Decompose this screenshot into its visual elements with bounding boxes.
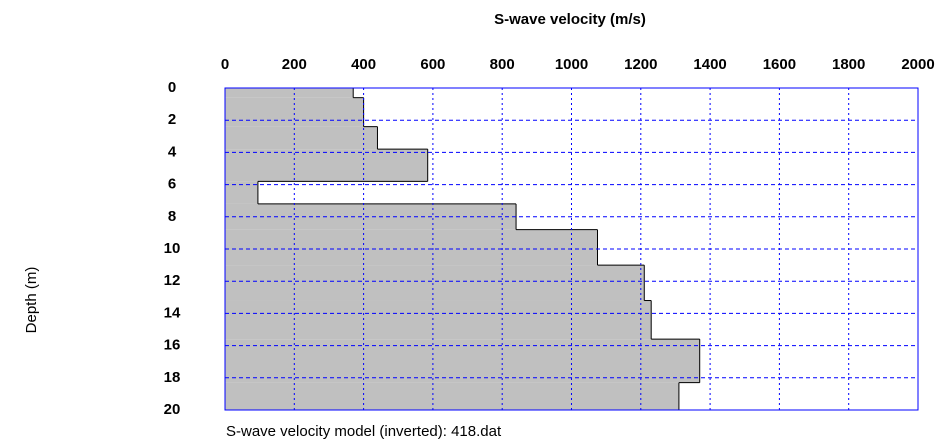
y-axis-label: Depth (m) (23, 267, 40, 334)
plot-frame (224, 87, 919, 411)
layer (225, 149, 428, 182)
y-tick-label: 14 (164, 304, 181, 321)
x-tick-label: 800 (490, 56, 515, 73)
layer (225, 203, 517, 230)
layer (225, 265, 645, 301)
layer (225, 382, 679, 410)
layer (225, 300, 652, 340)
x-tick-label: 1000 (555, 56, 588, 73)
y-tick-label: 2 (168, 111, 176, 128)
layer (225, 181, 258, 204)
x-tick-label: 1600 (763, 56, 796, 73)
y-tick-label: 6 (168, 176, 176, 193)
layer (225, 229, 598, 266)
y-tick-label: 0 (168, 79, 176, 96)
x-tick-label: 2000 (901, 56, 934, 73)
y-tick-label: 4 (168, 143, 177, 160)
x-tick-label: 1200 (624, 56, 657, 73)
x-tick-label: 600 (420, 56, 445, 73)
layer (225, 97, 364, 127)
y-tick-label: 20 (164, 401, 181, 418)
x-tick-label: 400 (351, 56, 376, 73)
x-tick-label: 0 (221, 56, 229, 73)
layer (225, 339, 700, 383)
y-tick-label: 12 (164, 272, 181, 289)
x-tick-label: 1400 (693, 56, 726, 73)
x-tick-label: 200 (282, 56, 307, 73)
x-tick-label: 1800 (832, 56, 865, 73)
layer (225, 126, 378, 150)
y-tick-label: 8 (168, 208, 176, 225)
y-tick-label: 16 (164, 337, 181, 354)
caption: S-wave velocity model (inverted): 418.da… (226, 423, 502, 440)
y-tick-label: 18 (164, 369, 181, 386)
layer (225, 88, 354, 98)
y-tick-label: 10 (164, 240, 181, 257)
chart-title: S-wave velocity (m/s) (494, 11, 646, 28)
